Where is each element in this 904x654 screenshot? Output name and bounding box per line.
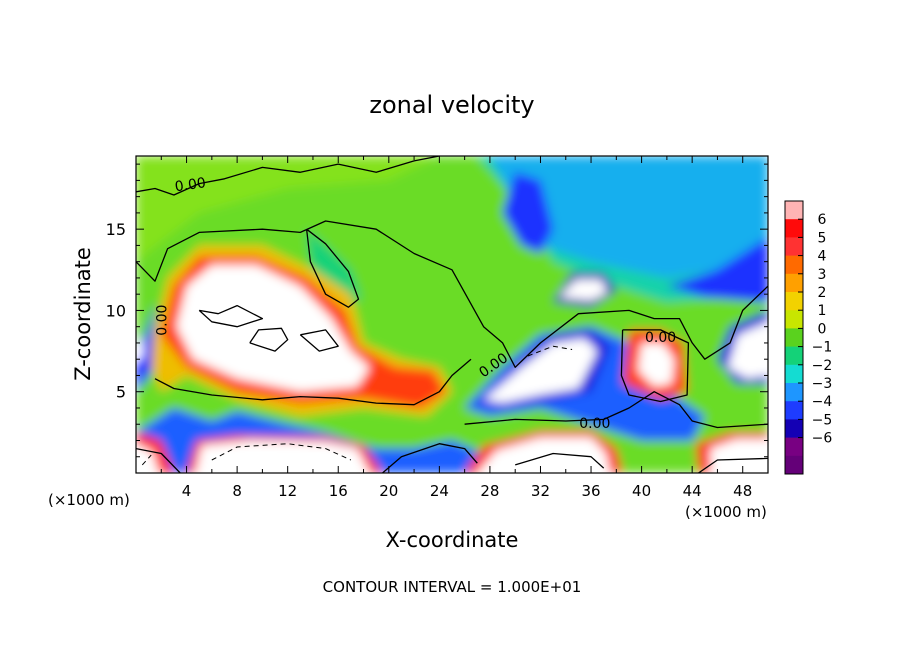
contour-line — [464, 391, 768, 429]
field-region — [136, 156, 440, 262]
x-axis-unit-right: (×1000 m) — [685, 503, 767, 521]
colorbar-tick-label: −4 — [812, 394, 833, 410]
contour-line — [698, 457, 768, 473]
colorbar-band — [785, 328, 803, 348]
x-axis-label: X-coordinate — [386, 528, 519, 552]
contour-lines — [136, 156, 768, 473]
contour-line — [141, 454, 152, 466]
contour-line — [305, 228, 360, 308]
x-tick-label: 48 — [733, 482, 752, 500]
colorbar-tick-label: 3 — [818, 267, 827, 283]
colorbar-band — [785, 419, 803, 439]
plot-frame — [135, 155, 769, 474]
contour-label: 0.00 — [645, 330, 676, 346]
contour-line — [198, 304, 264, 328]
contour-label: 0.00 — [155, 305, 171, 336]
x-tick-label: 20 — [379, 482, 398, 500]
x-axis-ticks: 4 8 12 16 20 24 28 32 36 40 44 48 — [160, 156, 752, 500]
x-tick-label: 4 — [182, 482, 192, 500]
colorbar-band — [785, 219, 803, 238]
colorbar-band — [785, 292, 803, 311]
field-region — [489, 156, 768, 278]
y-tick-label: 15 — [106, 220, 126, 239]
field-region — [502, 172, 554, 254]
colorbar-tick-label: −2 — [812, 358, 833, 374]
x-tick-label: 16 — [329, 482, 348, 500]
colorbar-band — [785, 237, 803, 257]
colorbar-band — [785, 383, 803, 402]
y-tick-label: 5 — [116, 383, 126, 402]
field-region — [637, 342, 675, 387]
contour-line — [382, 443, 478, 473]
contour-line — [299, 329, 339, 352]
colorbar-tick-label: −3 — [812, 376, 833, 392]
contour-line — [527, 345, 573, 357]
field-region — [727, 321, 768, 379]
contour-line — [136, 220, 768, 368]
colorbar-band — [785, 364, 803, 384]
field-region — [483, 338, 598, 404]
field-region — [666, 237, 768, 303]
x-tick-label: 36 — [581, 482, 600, 500]
contour-line — [154, 358, 472, 406]
contour-label: 0.00 — [174, 175, 207, 195]
contour-line — [515, 452, 605, 469]
colorbar-tick-label: 5 — [818, 230, 827, 246]
contour-interval-text: CONTOUR INTERVAL = 1.000E+01 — [323, 578, 582, 596]
colorbar-band — [785, 346, 803, 366]
colorbar-tick-label: −6 — [812, 431, 833, 447]
colorbar-tick-label: 4 — [818, 249, 827, 265]
colorbar-tick-label: 1 — [818, 303, 827, 319]
colorbar: 6 5 4 3 2 1 0 −1 −2 −3 −4 −5 −6 — [784, 200, 833, 475]
field-region — [306, 229, 361, 306]
field-region — [709, 438, 768, 473]
contour-line — [620, 329, 690, 403]
field-region — [136, 443, 159, 473]
colorbar-tick-label: 6 — [818, 212, 827, 228]
contour-label: 0.00 — [579, 416, 610, 432]
x-tick-label: 40 — [632, 482, 651, 500]
y-tick-label: 10 — [106, 301, 126, 320]
colorbar-frame — [784, 200, 804, 475]
x-tick-label: 44 — [683, 482, 702, 500]
y-axis-label: Z-coordinate — [71, 247, 95, 381]
colorbar-band — [785, 455, 803, 475]
contour-line — [136, 447, 181, 473]
field-region — [559, 279, 608, 301]
colorbar-band — [785, 273, 803, 293]
colorbar-band — [785, 255, 803, 275]
x-tick-label: 12 — [278, 482, 297, 500]
chart-title: zonal velocity — [369, 91, 534, 119]
field-region — [136, 302, 155, 392]
colorbar-band — [785, 437, 803, 457]
field-region — [136, 334, 144, 363]
y-axis-ticks: 5 10 15 — [106, 163, 768, 458]
field-region — [477, 437, 610, 473]
colorbar-tick-label: 2 — [818, 285, 827, 301]
x-tick-label: 24 — [430, 482, 449, 500]
x-axis-unit-left: (×1000 m) — [48, 491, 130, 509]
colorbar-tick-label: −1 — [812, 340, 833, 356]
colorbar-tick-label: 0 — [818, 321, 827, 337]
x-tick-label: 32 — [531, 482, 550, 500]
contour-line — [211, 443, 352, 461]
x-tick-label: 28 — [480, 482, 499, 500]
contour-line — [136, 156, 440, 196]
colorbar-band — [785, 310, 803, 329]
colorbar-band — [785, 401, 803, 420]
colorbar-band — [785, 201, 803, 220]
x-tick-label: 8 — [232, 482, 242, 500]
contour-line — [249, 327, 289, 352]
colorbar-tick-label: −5 — [812, 412, 833, 428]
heatmap-field — [136, 156, 768, 473]
plot-area — [136, 156, 768, 473]
